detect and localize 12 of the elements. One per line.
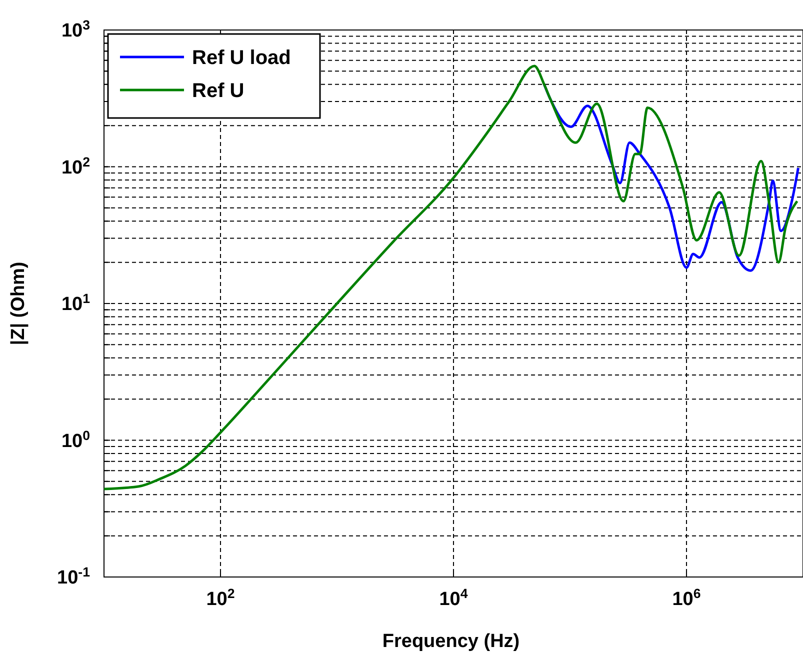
y-tick-label: 10$^{1}$ (61, 290, 91, 316)
x-tick-label: 10$^{6}$ (672, 586, 701, 610)
y-tick-label: 10$^{2}$ (61, 154, 90, 178)
y-tick-label: 10$^{3}$ (61, 17, 90, 42)
y-tick-label: 10$^{-1}$ (57, 564, 91, 589)
legend-label: Ref U load (192, 47, 291, 69)
y-axis-title: |Z| (Ohm) (8, 262, 29, 346)
x-tick-label: 10$^{2}$ (206, 586, 235, 610)
x-axis-title: Frequency (Hz) (382, 631, 520, 652)
y-tick-label: 10$^{0}$ (61, 427, 90, 452)
x-tick-label: 10$^{4}$ (439, 586, 468, 610)
legend-label: Ref U (192, 80, 244, 102)
